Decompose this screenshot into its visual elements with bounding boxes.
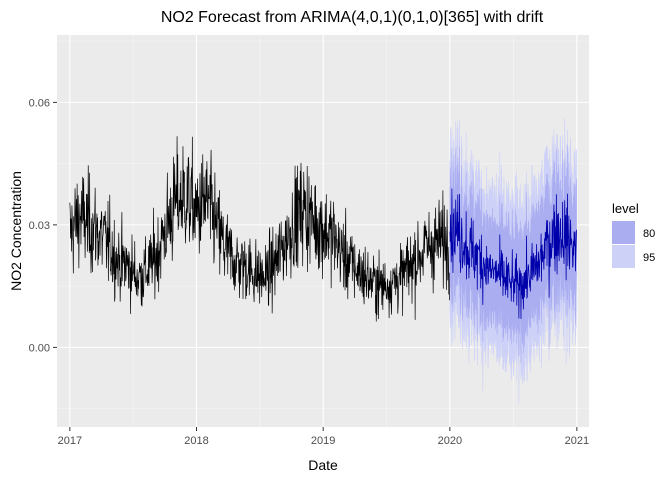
x-tick-label: 2018 — [184, 435, 208, 447]
x-axis-label: Date — [308, 457, 338, 473]
forecast-mean-series — [449, 188, 577, 320]
y-tick-label: 0.03 — [29, 220, 50, 232]
y-axis-label: NO2 Concentration — [8, 171, 24, 291]
band-80-area — [449, 145, 577, 364]
legend-key-95 — [612, 245, 635, 268]
legend-key-80 — [612, 221, 635, 244]
x-tick-label: 2020 — [438, 435, 462, 447]
x-axis: 2017 2018 2019 2020 2021 — [58, 427, 589, 447]
legend-label-95: 95 — [643, 252, 655, 264]
chart-title: NO2 Forecast from ARIMA(4,0,1)(0,1,0)[36… — [161, 9, 544, 26]
y-axis: 0.00 0.03 0.06 — [29, 97, 57, 354]
x-tick-label: 2019 — [311, 435, 335, 447]
legend-title: level — [612, 201, 639, 216]
legend-label-80: 80 — [643, 228, 655, 240]
legend: level 80 95 — [612, 201, 655, 268]
y-tick-label: 0.00 — [29, 342, 50, 354]
x-tick-label: 2017 — [58, 435, 82, 447]
x-tick-label: 2021 — [565, 435, 589, 447]
observed-line — [69, 136, 450, 322]
y-tick-label: 0.06 — [29, 97, 50, 109]
band-80-series — [449, 145, 577, 364]
forecast-mean-line — [449, 188, 577, 320]
observed-series — [69, 136, 450, 322]
